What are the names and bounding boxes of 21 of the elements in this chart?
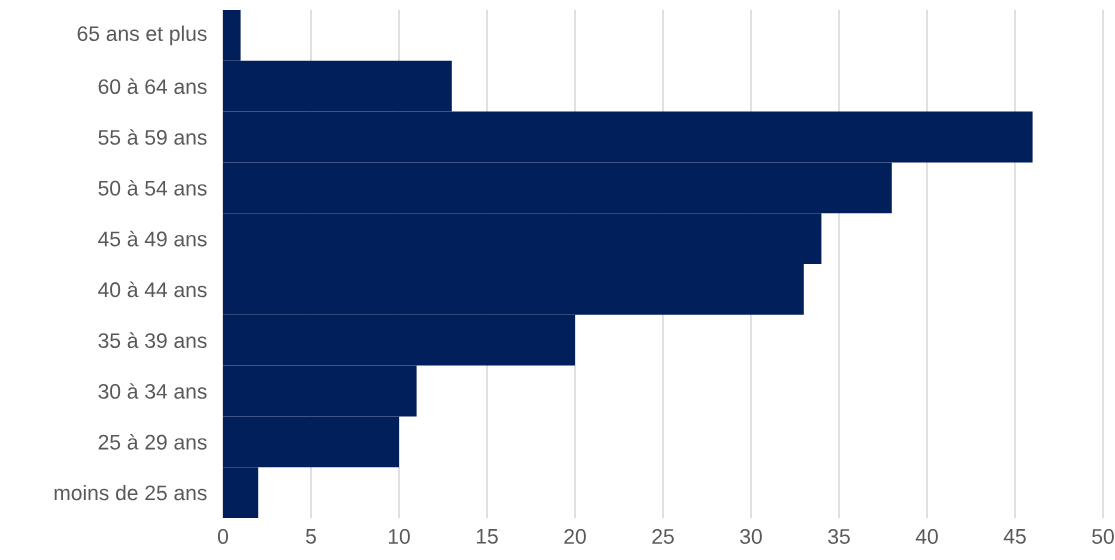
x-tick-label: 25 bbox=[652, 529, 674, 544]
y-tick-label: 55 à 59 ans bbox=[98, 129, 207, 145]
x-tick-label: 15 bbox=[476, 529, 498, 544]
x-tick-label: 40 bbox=[915, 529, 938, 544]
y-tick-label: 30 à 34 ans bbox=[98, 383, 207, 399]
y-tick-label: 60 à 64 ans bbox=[98, 78, 207, 95]
x-tick-label: 10 bbox=[388, 529, 410, 544]
y-tick-label: 40 à 44 ans bbox=[98, 281, 207, 298]
x-tick-label: 30 bbox=[740, 529, 762, 544]
y-tick-label: 25 à 29 ans bbox=[98, 433, 207, 450]
x-tick-label: 50 bbox=[1092, 529, 1114, 544]
x-tick-label: 5 bbox=[306, 529, 316, 544]
x-tick-label: 20 bbox=[564, 529, 586, 544]
x-tick-label: 35 bbox=[828, 529, 850, 544]
y-tick-label: moins de 25 ans bbox=[54, 484, 207, 501]
y-tick-label: 35 à 39 ans bbox=[98, 332, 207, 349]
x-tick-label: 0 bbox=[217, 529, 229, 544]
y-tick-label: 45 à 49 ans bbox=[98, 230, 207, 247]
y-tick-label: 50 à 54 ans bbox=[98, 179, 207, 196]
y-tick-label: 65 ans et plus bbox=[77, 25, 207, 46]
x-tick-label: 45 bbox=[1003, 529, 1026, 544]
